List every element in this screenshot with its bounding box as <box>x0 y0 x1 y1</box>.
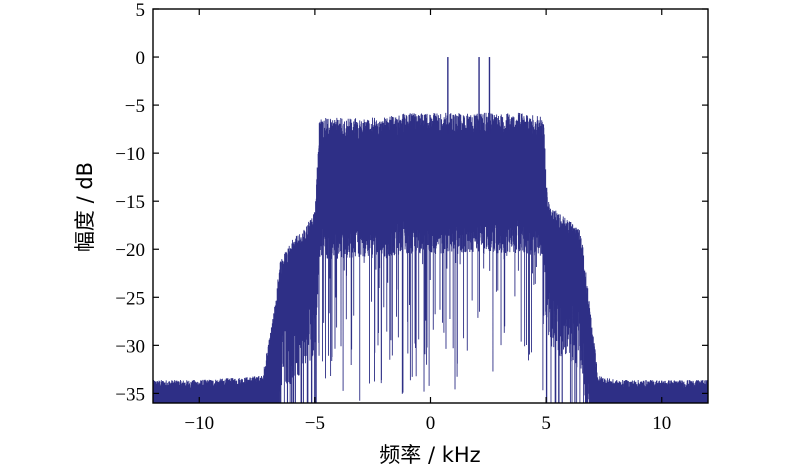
spectrum-trace <box>153 112 708 403</box>
x-axis-title: 频率 / kHz <box>379 443 480 467</box>
axis-ticks: −10 −5 0 5 10 5 0 −5 −10 −15 −20 −25 −30 −35 <box>115 0 708 434</box>
y-tick-label: −20 <box>115 240 145 261</box>
x-tick-label: 0 <box>426 413 436 434</box>
y-tick-label: −25 <box>115 288 145 309</box>
spectrum-series <box>153 57 708 403</box>
y-tick-label: −15 <box>115 192 145 213</box>
x-tick-label: −5 <box>305 413 325 434</box>
y-axis-title: 幅度 / dB <box>73 162 97 252</box>
y-tick-label: −10 <box>115 144 145 165</box>
y-tick-label: −30 <box>115 336 145 357</box>
y-tick-label: 5 <box>136 0 146 21</box>
x-tick-label: 5 <box>541 413 551 434</box>
y-tick-label: −35 <box>115 384 145 405</box>
y-tick-label: 0 <box>136 48 146 69</box>
x-tick-label: −10 <box>184 413 214 434</box>
y-tick-label: −5 <box>125 96 145 117</box>
x-tick-label: 10 <box>652 413 671 434</box>
